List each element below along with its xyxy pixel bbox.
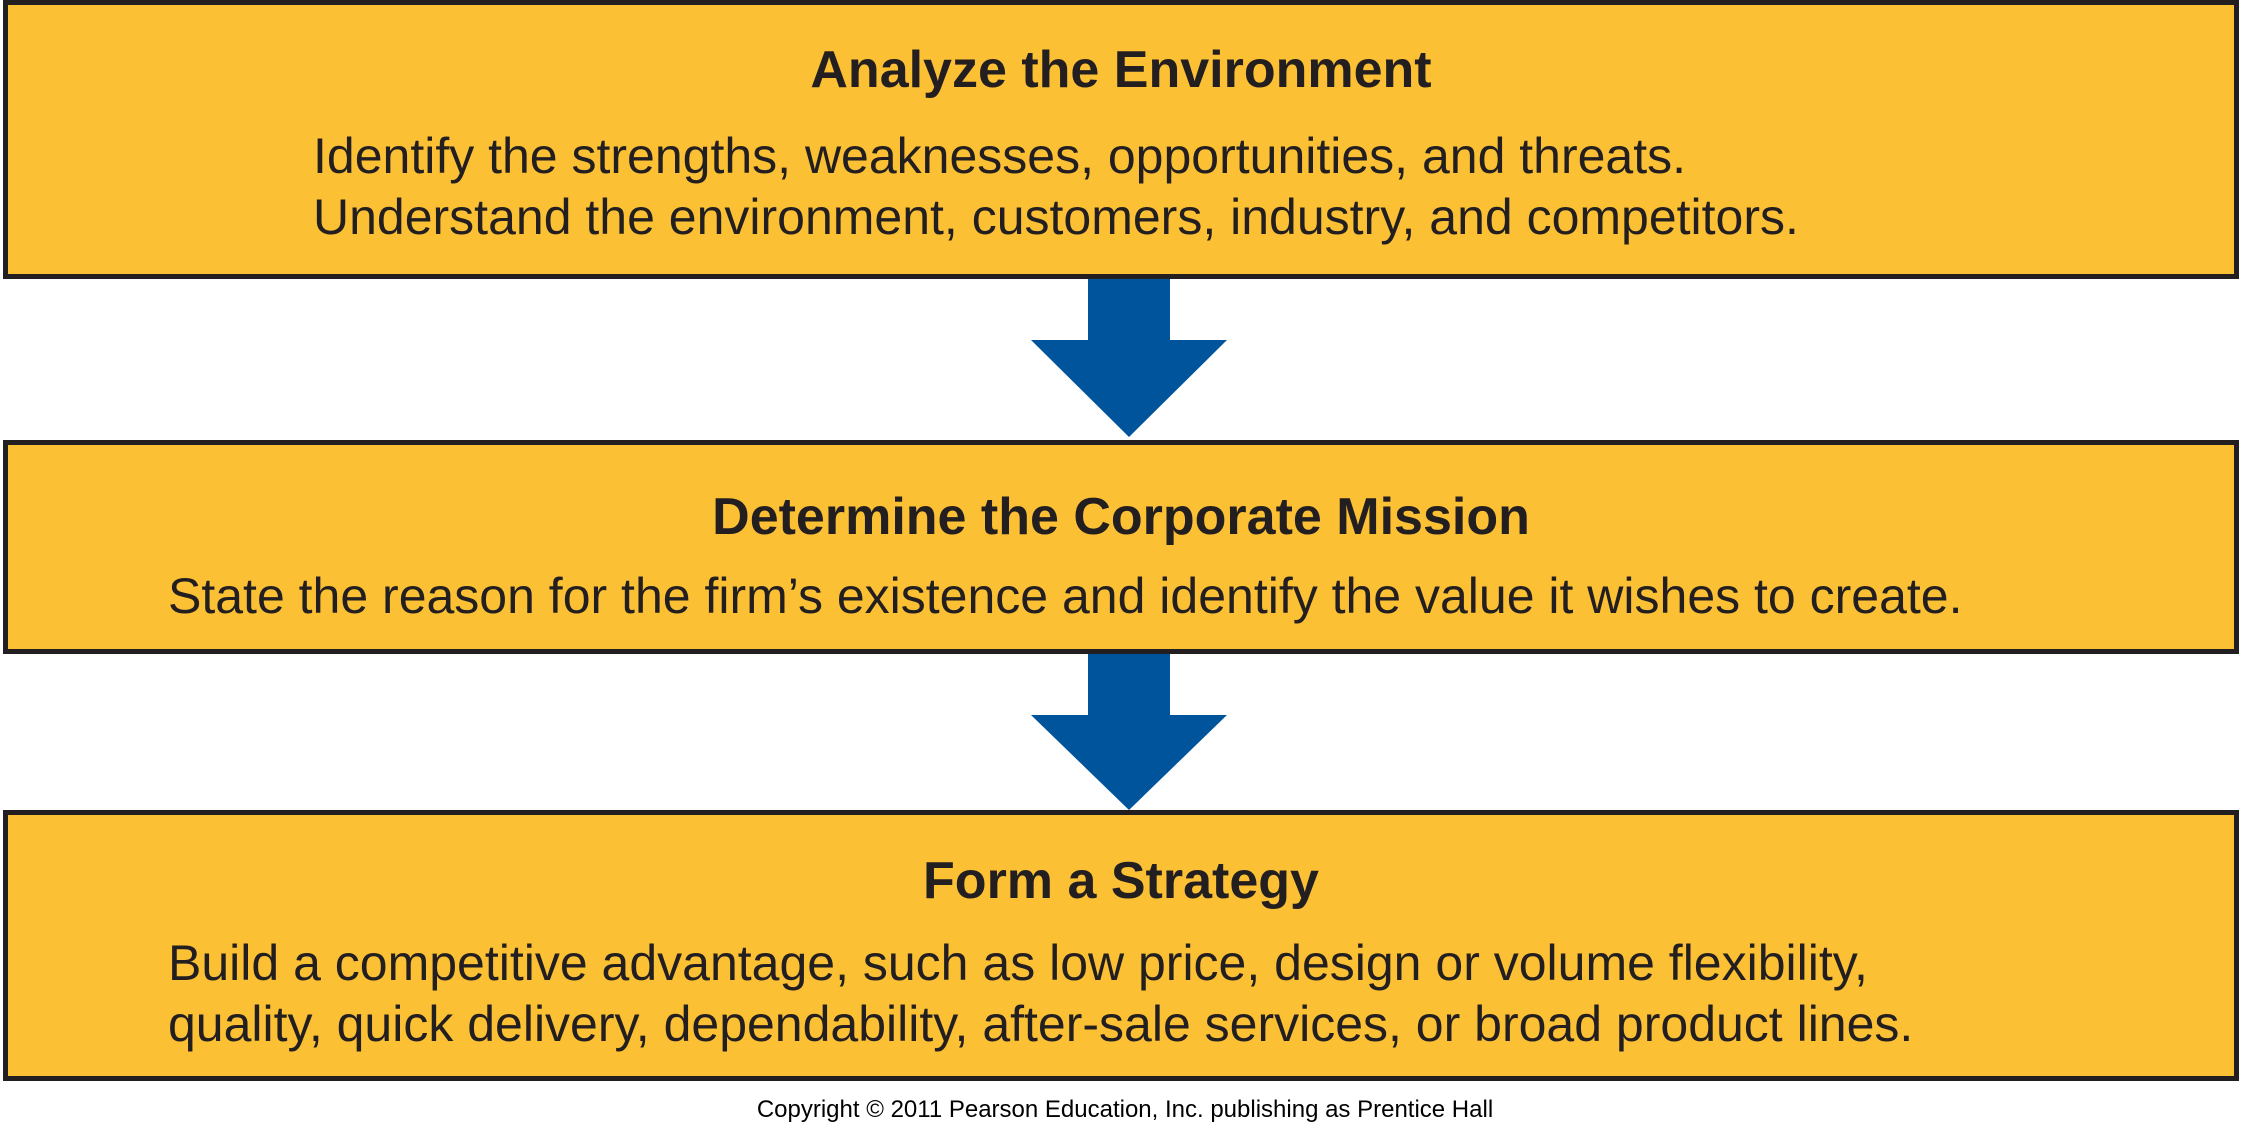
step-title: Determine the Corporate Mission: [712, 488, 1530, 546]
down-arrow-icon: [1031, 654, 1227, 810]
step-title: Analyze the Environment: [810, 41, 1432, 99]
step-description-line: Identify the strengths, weaknesses, oppo…: [313, 128, 1687, 184]
copyright-notice: Copyright © 2011 Pearson Education, Inc.…: [756, 1096, 1494, 1123]
step-description-line: Understand the environment, customers, i…: [313, 189, 1799, 245]
step-box-analyze-environment: Analyze the Environment Identify the str…: [3, 0, 2239, 279]
down-arrow-icon: [1031, 279, 1227, 437]
step-box-form-strategy: Form a Strategy Build a competitive adva…: [3, 810, 2239, 1081]
step-description-line: State the reason for the firm’s existenc…: [168, 568, 1963, 624]
step-title: Form a Strategy: [923, 852, 1319, 910]
step-description-line: quality, quick delivery, dependability, …: [168, 996, 1914, 1052]
step-description-line: Build a competitive advantage, such as l…: [168, 935, 1868, 991]
step-box-corporate-mission: Determine the Corporate Mission State th…: [3, 440, 2239, 654]
